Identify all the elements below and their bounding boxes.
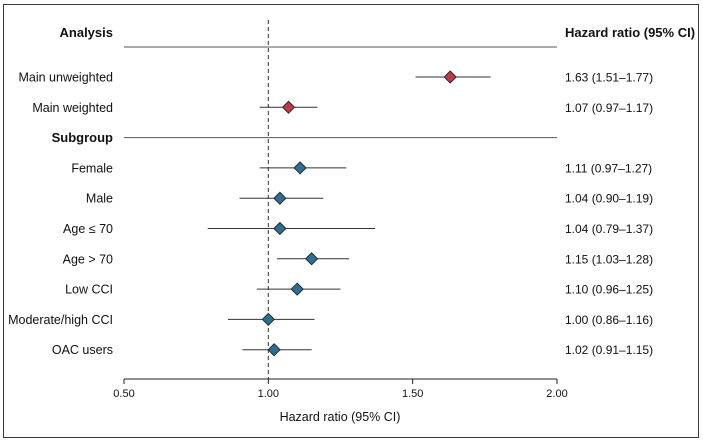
row-label: Age > 70 bbox=[63, 252, 113, 266]
row-label: OAC users bbox=[52, 343, 113, 357]
subgroup-heading: Subgroup bbox=[52, 130, 113, 145]
row-label: Low CCI bbox=[65, 283, 113, 297]
hr-value: 1.11 (0.97–1.27) bbox=[565, 161, 652, 175]
point-estimate bbox=[443, 70, 457, 84]
point-estimate bbox=[293, 161, 307, 175]
hr-value: 1.07 (0.97–1.17) bbox=[565, 101, 653, 115]
hr-value: 1.63 (1.51–1.77) bbox=[565, 71, 653, 85]
header-hazard-ratio: Hazard ratio (95% CI) bbox=[565, 25, 695, 40]
hr-value: 1.04 (0.90–1.19) bbox=[565, 192, 653, 206]
row-label: Main weighted bbox=[32, 101, 113, 115]
point-estimate bbox=[281, 100, 296, 114]
hr-value: 1.15 (1.03–1.28) bbox=[565, 252, 653, 266]
point-estimate bbox=[304, 252, 319, 266]
hr-value: 1.00 (0.86–1.16) bbox=[565, 313, 653, 327]
hr-value: 1.04 (0.79–1.37) bbox=[565, 222, 653, 236]
row-label: Age ≤ 70 bbox=[63, 222, 113, 236]
hr-value: 1.10 (0.96–1.25) bbox=[565, 283, 653, 297]
point-estimate bbox=[261, 312, 275, 327]
point-estimate bbox=[273, 221, 287, 236]
row-label: Main unweighted bbox=[18, 71, 113, 85]
row-label: Moderate/high CCI bbox=[8, 313, 113, 327]
header-analysis: Analysis bbox=[60, 25, 113, 40]
x-tick-label: 1.00 bbox=[258, 388, 279, 400]
row-label: Male bbox=[86, 192, 113, 206]
point-estimate bbox=[267, 343, 281, 357]
x-tick-label: 0.50 bbox=[113, 388, 134, 400]
x-tick-label: 2.00 bbox=[546, 388, 567, 400]
x-axis-label: Hazard ratio (95% CI) bbox=[280, 410, 401, 424]
hr-value: 1.02 (0.91–1.15) bbox=[565, 343, 653, 357]
figure-frame bbox=[3, 4, 699, 438]
row-label: Female bbox=[71, 161, 113, 175]
point-estimate bbox=[273, 191, 287, 205]
point-estimate bbox=[290, 282, 304, 296]
x-tick-label: 1.50 bbox=[402, 388, 423, 400]
